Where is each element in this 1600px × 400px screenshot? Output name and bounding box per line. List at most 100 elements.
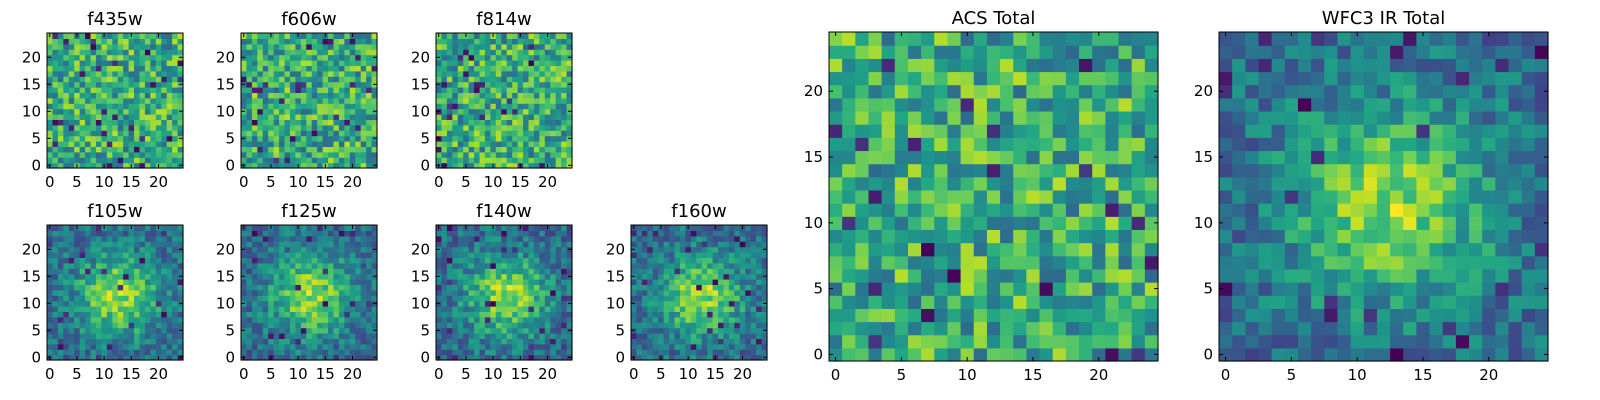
heatmap-cell (452, 338, 459, 345)
heatmap-cell (674, 327, 681, 334)
heatmap-cell (495, 162, 502, 169)
heatmap-cell (90, 92, 97, 99)
x-tick-label: 20 (343, 365, 362, 383)
heatmap-cell (360, 262, 367, 269)
heatmap-cell (161, 87, 168, 93)
heatmap-cell (241, 284, 248, 291)
heatmap-cell (881, 176, 896, 191)
heatmap-cell (463, 241, 470, 248)
heatmap-cell (441, 306, 448, 312)
heatmap-cell (829, 150, 843, 165)
heatmap-cell (484, 54, 491, 61)
heatmap-cell (90, 289, 97, 296)
heatmap-cell (289, 146, 296, 153)
heatmap-cell (117, 76, 124, 83)
heatmap-cell (490, 70, 497, 77)
heatmap-cell (636, 311, 643, 318)
heatmap-cell (74, 343, 81, 350)
heatmap-cell (273, 338, 280, 345)
heatmap-cell (150, 349, 157, 356)
heatmap-cell (106, 60, 113, 66)
heatmap-cell (506, 279, 513, 285)
heatmap-cell (295, 81, 302, 88)
heatmap-cell (636, 235, 643, 242)
heatmap-cell (117, 124, 124, 131)
heatmap-cell (289, 316, 296, 323)
heatmap-cell (150, 252, 157, 258)
heatmap-cell (555, 338, 562, 345)
heatmap-cell (90, 257, 97, 264)
heatmap-cell (842, 347, 856, 362)
heatmap-cell (57, 295, 64, 302)
heatmap-cell (355, 54, 362, 61)
heatmap-cell (150, 81, 157, 88)
heatmap-cell (366, 54, 373, 61)
heatmap-cell (707, 268, 714, 275)
heatmap-cell (79, 300, 86, 307)
heatmap-cell (117, 333, 124, 339)
heatmap-cell (123, 311, 130, 318)
heatmap-cell (539, 333, 546, 339)
heatmap-cell (533, 246, 540, 253)
heatmap-cell (360, 130, 367, 137)
heatmap-cell (311, 119, 318, 126)
heatmap-cell (246, 252, 253, 258)
heatmap-cell (457, 43, 464, 50)
heatmap-cell (663, 354, 670, 361)
heatmap-cell (166, 54, 173, 61)
heatmap-cell (144, 76, 151, 83)
heatmap-cell (544, 103, 551, 110)
heatmap-cell (506, 65, 513, 72)
heatmap-cell (117, 225, 124, 231)
heatmap-cell (366, 92, 373, 99)
heatmap-cell (652, 246, 659, 253)
heatmap-cell (63, 146, 70, 153)
heatmap-cell (117, 38, 124, 45)
y-tick-label: 5 (225, 321, 235, 339)
heatmap-cell (452, 235, 459, 242)
heatmap-cell (756, 333, 763, 339)
heatmap-cell (90, 230, 97, 237)
heatmap-cell (484, 103, 491, 110)
heatmap-cell (517, 97, 524, 104)
heatmap-cell (1105, 216, 1120, 230)
heatmap-cell (117, 289, 124, 296)
y-tick-label: 10 (411, 102, 430, 120)
heatmap-cell (452, 262, 459, 269)
y-tick-label: 20 (22, 240, 41, 258)
heatmap-cell (134, 33, 141, 39)
heatmap-cell (371, 114, 378, 120)
heatmap-cell (144, 295, 151, 302)
heatmap-cell (947, 189, 962, 204)
heatmap-cell (371, 338, 378, 345)
heatmap-cell (539, 225, 546, 231)
heatmap-cell (501, 92, 508, 99)
heatmap-cell (289, 33, 296, 39)
heatmap-cell (295, 235, 302, 242)
heatmap-cell (95, 76, 102, 83)
heatmap-cell (251, 103, 258, 110)
heatmap-cell (273, 354, 280, 361)
heatmap-cell (829, 334, 843, 349)
heatmap-cell (756, 262, 763, 269)
heatmap-cell (512, 289, 519, 296)
heatmap-cell (262, 279, 269, 285)
heatmap-cell (284, 114, 291, 120)
heatmap-cell (555, 157, 562, 164)
heatmap-cell (57, 141, 64, 147)
heatmap-cell (436, 103, 443, 110)
heatmap-cell (300, 70, 307, 77)
heatmap-cell (246, 141, 253, 147)
heatmap-cell (894, 282, 909, 296)
heatmap-cell (490, 38, 497, 45)
heatmap-cell (1079, 295, 1093, 309)
heatmap-cell (144, 289, 151, 296)
heatmap-cell (550, 38, 557, 45)
heatmap-cell (166, 284, 173, 291)
heatmap-cell (474, 135, 481, 142)
heatmap-cell (463, 92, 470, 99)
heatmap-cell (679, 284, 686, 291)
heatmap-cell (550, 289, 557, 296)
heatmap-cell (446, 70, 453, 77)
heatmap-cell (57, 322, 64, 329)
